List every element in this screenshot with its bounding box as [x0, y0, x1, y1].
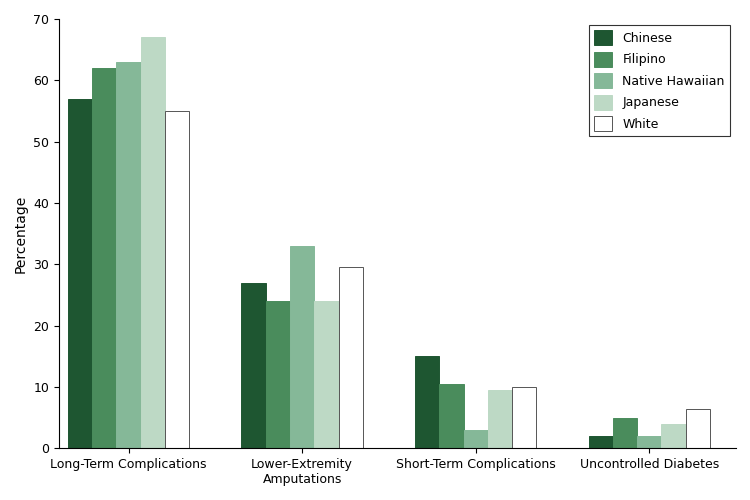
Bar [338, 268, 363, 448]
Bar [662, 424, 686, 448]
Bar [613, 418, 638, 448]
Bar [165, 111, 189, 448]
Bar [141, 38, 165, 449]
Bar [314, 301, 338, 448]
Bar [512, 387, 536, 448]
Bar [440, 384, 464, 448]
Bar [464, 430, 488, 448]
Bar [686, 408, 710, 449]
Bar [290, 246, 314, 448]
Bar [266, 301, 290, 448]
Bar [92, 68, 116, 448]
Bar [415, 356, 440, 448]
Bar [116, 62, 141, 448]
Bar [638, 436, 662, 448]
Bar [242, 282, 266, 448]
Legend: Chinese, Filipino, Native Hawaiian, Japanese, White: Chinese, Filipino, Native Hawaiian, Japa… [589, 25, 730, 136]
Y-axis label: Percentage: Percentage [14, 194, 28, 273]
Bar [68, 98, 92, 448]
Bar [589, 436, 613, 448]
Bar [488, 390, 512, 448]
